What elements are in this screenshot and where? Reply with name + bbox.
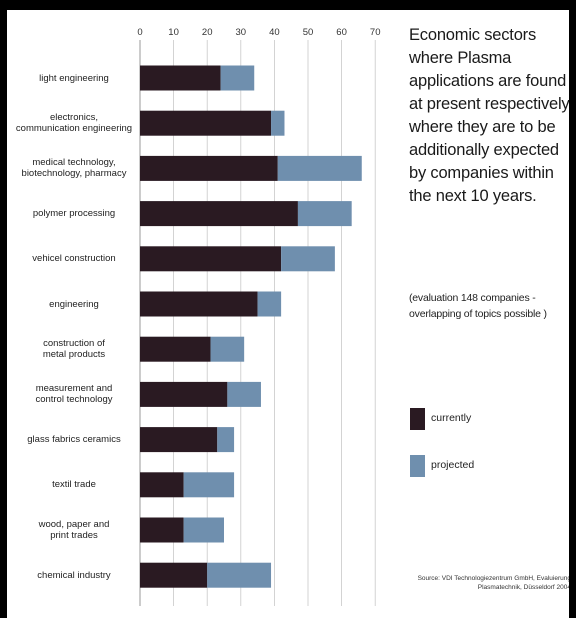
bar-currently (140, 155, 278, 181)
bar-currently (140, 472, 184, 498)
x-tick-label: 40 (269, 27, 280, 38)
bar-currently (140, 562, 208, 588)
x-tick-label: 70 (370, 27, 381, 38)
legend-swatch-currently (410, 408, 425, 430)
bar-projected (183, 472, 235, 498)
frame-border (569, 10, 576, 618)
bar-currently (140, 201, 298, 227)
bar-currently (140, 110, 272, 136)
bar-currently (140, 291, 258, 317)
chart-panel: 0 10 20 30 40 50 60 70 light engineering electro… (7, 10, 576, 618)
x-tick-label: 60 (336, 27, 347, 38)
category-label: wood, paper and print trades (38, 519, 110, 541)
legend-label-projected: projected (431, 459, 475, 471)
category-label: textil trade (52, 479, 96, 491)
bar-projected (257, 291, 282, 317)
category-label: light engineering (39, 72, 109, 84)
bar-currently (140, 427, 218, 453)
category-label: chemical industry (37, 569, 111, 581)
category-label: electronics, communication engineering (15, 112, 133, 135)
bar-projected (227, 381, 261, 407)
bar-projected (277, 155, 362, 181)
bar-projected (210, 336, 245, 362)
bar-currently (140, 336, 211, 362)
x-tick-label: 50 (303, 27, 314, 38)
category-label: polymer processing (32, 208, 116, 220)
category-label: engineering (49, 298, 99, 310)
x-tick-label: 30 (236, 27, 247, 38)
category-label: construction of metal products (42, 338, 106, 361)
bar-projected (220, 65, 255, 91)
bar-projected (183, 517, 224, 543)
category-label: vehicel construction (32, 253, 116, 265)
x-tick-label: 20 (202, 27, 213, 38)
category-label: glass fabrics ceramics (27, 434, 121, 446)
bar-projected (281, 246, 335, 272)
bar-currently (140, 246, 282, 272)
chart-subtitle: (evaluation 148 companies - overlapping … (409, 292, 547, 320)
bar-currently (140, 381, 228, 407)
bar-projected (217, 427, 235, 453)
x-tick-label: 10 (168, 27, 179, 38)
bar-projected (271, 110, 285, 136)
chart-source: Source: VDI Technologiezentrum GmbH, Eva… (417, 575, 571, 591)
category-label: medical technology, biotechnology, pharm… (21, 157, 127, 180)
bar-currently (140, 65, 221, 91)
chart-title: Economic sectors where Plasma applicatio… (409, 26, 570, 205)
category-label: measurement and control technology (35, 383, 113, 406)
x-tick-label: 0 (137, 27, 142, 38)
chart-plot: 0 10 20 30 40 50 60 70 (137, 27, 381, 606)
bar-projected (207, 562, 272, 588)
legend-swatch-projected (410, 455, 425, 477)
bar-currently (140, 517, 184, 543)
legend-label-currently: currently (431, 412, 472, 424)
bar-projected (297, 201, 352, 227)
